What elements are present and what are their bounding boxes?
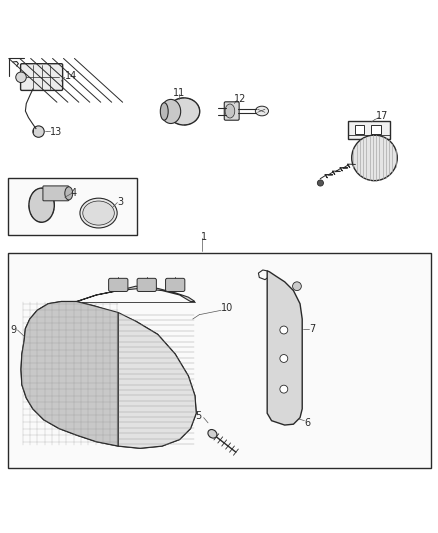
Text: 9: 9 — [10, 325, 16, 335]
Polygon shape — [267, 271, 302, 425]
Ellipse shape — [80, 198, 117, 228]
Circle shape — [16, 72, 26, 83]
Polygon shape — [118, 312, 196, 448]
Ellipse shape — [83, 201, 114, 225]
Text: 3: 3 — [117, 197, 124, 207]
FancyBboxPatch shape — [8, 253, 431, 468]
Text: 13: 13 — [50, 127, 63, 136]
FancyBboxPatch shape — [137, 278, 156, 292]
Polygon shape — [21, 302, 118, 446]
Ellipse shape — [255, 106, 268, 116]
Polygon shape — [21, 302, 196, 448]
Text: 11: 11 — [173, 88, 185, 99]
Text: 1: 1 — [201, 232, 207, 242]
Ellipse shape — [168, 98, 200, 125]
Text: 14: 14 — [65, 71, 77, 81]
Circle shape — [293, 282, 301, 290]
FancyBboxPatch shape — [8, 178, 137, 235]
Circle shape — [352, 135, 397, 181]
Text: 7: 7 — [309, 324, 315, 334]
Circle shape — [280, 326, 288, 334]
Ellipse shape — [161, 99, 180, 124]
Text: 10: 10 — [221, 303, 233, 313]
FancyBboxPatch shape — [166, 278, 185, 292]
Text: 4: 4 — [71, 188, 77, 198]
Text: 6: 6 — [304, 418, 311, 429]
Circle shape — [280, 354, 288, 362]
FancyBboxPatch shape — [21, 64, 63, 91]
FancyBboxPatch shape — [355, 125, 364, 134]
Ellipse shape — [29, 188, 54, 222]
Circle shape — [318, 180, 324, 186]
Text: 12: 12 — [234, 94, 246, 104]
Circle shape — [33, 126, 44, 138]
FancyBboxPatch shape — [43, 186, 69, 201]
FancyBboxPatch shape — [224, 102, 239, 120]
Ellipse shape — [208, 430, 217, 438]
Ellipse shape — [225, 104, 235, 118]
Ellipse shape — [160, 103, 168, 120]
FancyBboxPatch shape — [371, 125, 381, 134]
FancyBboxPatch shape — [109, 278, 128, 292]
Text: 5: 5 — [195, 411, 201, 421]
FancyBboxPatch shape — [348, 121, 390, 140]
Ellipse shape — [65, 187, 73, 200]
Polygon shape — [77, 286, 195, 302]
Circle shape — [280, 385, 288, 393]
Text: 17: 17 — [376, 111, 388, 122]
